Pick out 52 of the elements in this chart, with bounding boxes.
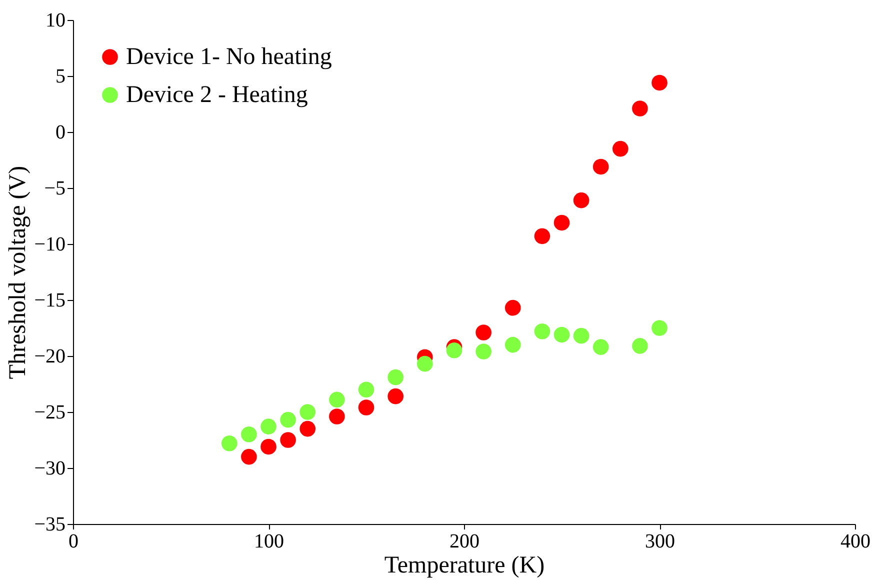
point bbox=[221, 435, 238, 452]
y-tick-label: −25 bbox=[34, 402, 66, 424]
point bbox=[260, 438, 276, 455]
point bbox=[592, 158, 609, 175]
point bbox=[504, 336, 521, 353]
legend-label: Device 1- No heating bbox=[126, 44, 332, 70]
point bbox=[652, 320, 668, 336]
y-tick-label: 10 bbox=[46, 10, 66, 32]
point bbox=[446, 342, 462, 358]
y-tick-label: −15 bbox=[34, 290, 66, 312]
point bbox=[476, 324, 492, 340]
point bbox=[573, 328, 590, 344]
point bbox=[534, 228, 550, 244]
point bbox=[300, 404, 316, 420]
point bbox=[300, 420, 316, 437]
y-tick-label: −35 bbox=[34, 514, 66, 536]
x-axis-title: Temperature (K) bbox=[384, 552, 545, 578]
point bbox=[554, 214, 570, 231]
point bbox=[388, 388, 404, 404]
point bbox=[632, 100, 648, 116]
point bbox=[652, 74, 668, 91]
point bbox=[280, 432, 296, 448]
y-axis-title: Threshold voltage (V) bbox=[5, 166, 32, 380]
point bbox=[573, 192, 590, 208]
point bbox=[241, 448, 257, 465]
y-tick-label: −30 bbox=[34, 458, 66, 480]
point bbox=[534, 323, 550, 340]
point bbox=[632, 338, 648, 354]
point bbox=[416, 356, 433, 372]
point bbox=[260, 418, 276, 434]
point bbox=[358, 400, 374, 416]
point bbox=[388, 369, 404, 386]
point bbox=[280, 412, 296, 428]
y-tick-label: −5 bbox=[44, 178, 66, 200]
legend-label: Device 2 - Heating bbox=[126, 82, 308, 108]
point bbox=[554, 326, 570, 343]
point bbox=[358, 382, 374, 398]
x-tick-label: 300 bbox=[645, 530, 675, 552]
x-tick-label: 100 bbox=[254, 530, 284, 552]
point bbox=[612, 140, 628, 157]
point bbox=[476, 344, 492, 360]
x-tick-label: 200 bbox=[450, 530, 480, 552]
y-tick-label: 0 bbox=[56, 122, 66, 144]
point bbox=[592, 339, 609, 355]
point bbox=[329, 392, 345, 408]
point bbox=[241, 426, 257, 442]
y-tick-label: −20 bbox=[34, 346, 66, 368]
point bbox=[504, 300, 521, 316]
x-tick-label: 400 bbox=[840, 530, 870, 552]
y-tick-label: −10 bbox=[34, 234, 66, 256]
point bbox=[329, 408, 345, 424]
y-tick-label: 5 bbox=[56, 66, 66, 88]
